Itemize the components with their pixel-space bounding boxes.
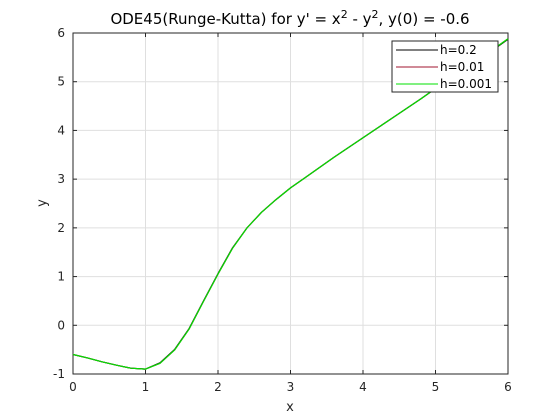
title-middle: - y (348, 10, 372, 28)
title-superscript-2: 2 (372, 8, 379, 21)
y-tick-label: 3 (57, 172, 65, 186)
x-tick-label: 2 (214, 380, 222, 394)
y-tick-label: 6 (57, 26, 65, 40)
x-tick-label: 6 (504, 380, 512, 394)
x-axis-label: x (286, 400, 294, 415)
y-axis-label: y (35, 199, 50, 207)
x-tick-label: 3 (287, 380, 295, 394)
legend: h=0.2 h=0.01 h=0.001 (391, 40, 499, 93)
title-prefix: ODE45(Runge-Kutta) for y' = x (110, 10, 340, 28)
y-tick-label: 5 (57, 75, 65, 89)
legend-label-h-0-01: h=0.01 (440, 60, 484, 74)
y-tick-label: 2 (57, 221, 65, 235)
chart-title: ODE45(Runge-Kutta) for y' = x2 - y2, y(0… (110, 8, 469, 28)
y-tick-label: 1 (57, 270, 65, 284)
axis-ticks: 0 1 2 3 4 5 6 -1 0 1 2 3 4 5 6 (53, 26, 512, 394)
legend-label-h-0-001: h=0.001 (440, 77, 492, 91)
legend-label-h-0-2: h=0.2 (440, 43, 477, 57)
title-superscript-1: 2 (341, 8, 348, 21)
x-tick-label: 4 (359, 380, 367, 394)
x-tick-label: 5 (432, 380, 440, 394)
x-tick-label: 1 (142, 380, 150, 394)
y-tick-label: -1 (53, 367, 65, 381)
title-suffix: , y(0) = -0.6 (379, 10, 470, 28)
y-tick-label: 0 (57, 318, 65, 332)
x-tick-label: 0 (69, 380, 77, 394)
y-tick-label: 4 (57, 123, 65, 137)
